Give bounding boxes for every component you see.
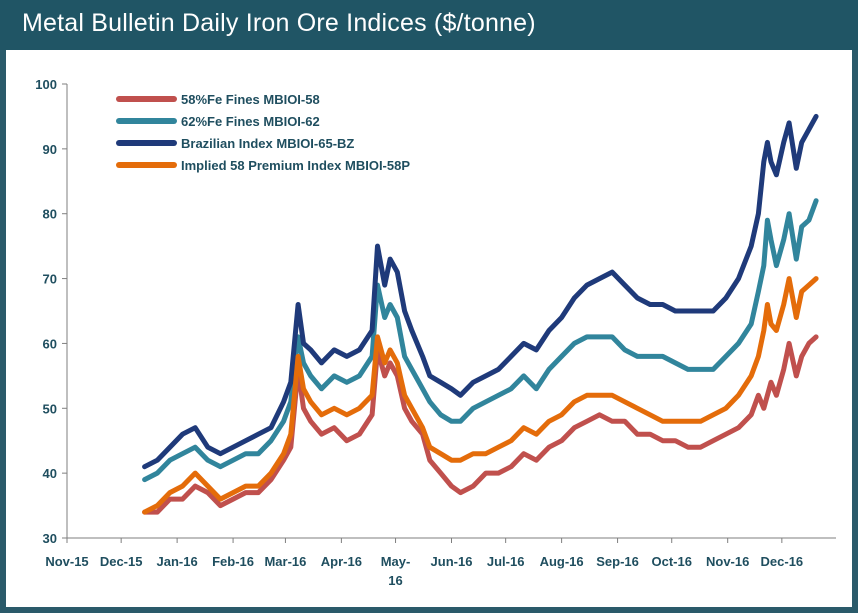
- x-tick-label: Nov-15: [45, 554, 88, 569]
- x-tick-label: Sep-16: [596, 554, 639, 569]
- x-tick-label: Mar-16: [264, 554, 306, 569]
- y-tick-label: 60: [43, 336, 57, 351]
- x-tick-label: Apr-16: [321, 554, 362, 569]
- x-tick-label: Jul-16: [487, 554, 525, 569]
- x-tick-label: Jan-16: [157, 554, 198, 569]
- y-tick-label: 100: [35, 77, 57, 92]
- title-bar: Metal Bulletin Daily Iron Ore Indices ($…: [0, 0, 858, 50]
- x-tick-label: Feb-16: [212, 554, 254, 569]
- plot-panel: 30 40 50 60 70 80 90 100 Nov-15 Dec-15 Jan-16 Feb-1…: [6, 50, 852, 607]
- y-tick-label: 40: [43, 466, 57, 481]
- x-tick-label: Jun-16: [431, 554, 473, 569]
- chart-title: Metal Bulletin Daily Iron Ore Indices ($…: [22, 9, 536, 37]
- x-tick-label: Nov-16: [706, 554, 749, 569]
- x-tick-label: Aug-16: [540, 554, 584, 569]
- x-tick-label: Dec-15: [100, 554, 143, 569]
- legend-label-4: Implied 58 Premium Index MBIOI-58P: [181, 158, 410, 173]
- legend-label-3: Brazilian Index MBIOI-65-BZ: [181, 136, 354, 151]
- y-tick-label: 30: [43, 531, 57, 546]
- x-tick-label: Oct-16: [651, 554, 691, 569]
- y-tick-label: 70: [43, 272, 57, 287]
- series-line-3: [142, 113, 819, 470]
- x-tick-label: May-: [381, 554, 411, 569]
- series-line-2: [142, 198, 819, 483]
- y-tick-label: 90: [43, 142, 57, 157]
- y-tick-label: 50: [43, 401, 57, 416]
- legend-label-2: 62%Fe Fines MBIOI-62: [181, 114, 320, 129]
- series-line-4: [142, 276, 819, 515]
- x-tick-label: Dec-16: [761, 554, 804, 569]
- series-line-1: [142, 334, 819, 515]
- line-chart: 30 40 50 60 70 80 90 100 Nov-15 Dec-15 Jan-16 Feb-1…: [35, 77, 836, 588]
- x-tick-label: 16: [388, 573, 402, 588]
- legend-label-1: 58%Fe Fines MBIOI-58: [181, 92, 320, 107]
- y-tick-label: 80: [43, 207, 57, 222]
